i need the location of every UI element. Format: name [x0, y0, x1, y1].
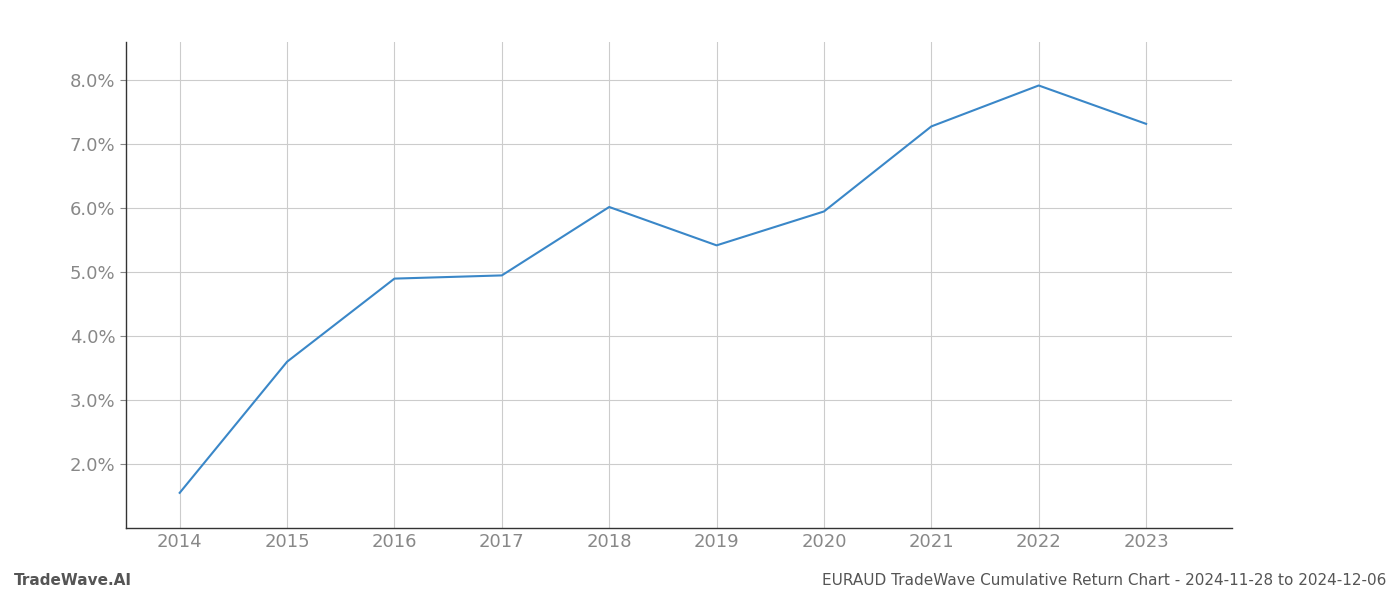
Text: TradeWave.AI: TradeWave.AI — [14, 573, 132, 588]
Text: EURAUD TradeWave Cumulative Return Chart - 2024-11-28 to 2024-12-06: EURAUD TradeWave Cumulative Return Chart… — [822, 573, 1386, 588]
